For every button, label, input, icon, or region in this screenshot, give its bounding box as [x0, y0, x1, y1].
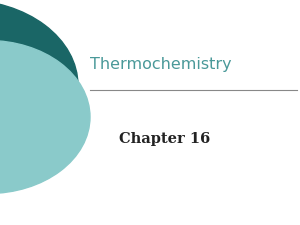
Text: Thermochemistry: Thermochemistry [90, 57, 232, 72]
Circle shape [0, 0, 78, 171]
Text: Chapter 16: Chapter 16 [119, 133, 211, 146]
Circle shape [0, 40, 90, 194]
